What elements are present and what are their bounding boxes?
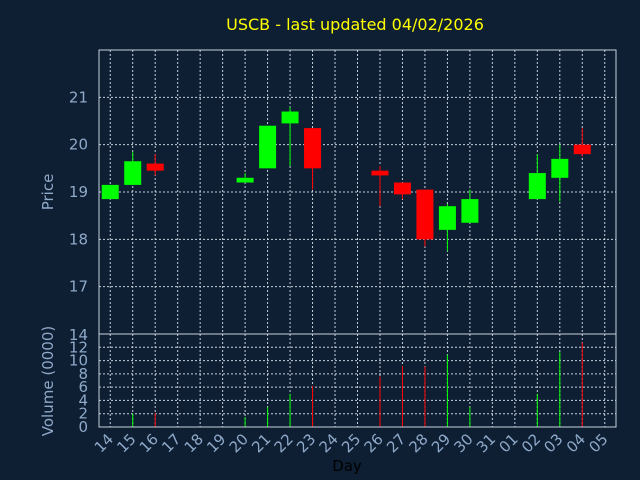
volume-bars [132,342,583,427]
volume-tick-label: 0 [78,418,88,436]
volume-tick-label: 8 [78,365,88,383]
candle-body [551,158,569,178]
volume-tick-label: 2 [78,405,88,423]
candle-body [393,182,411,195]
volume-tick-label: 6 [78,378,88,396]
candle-body [281,111,299,124]
volume-tick-label: 4 [78,391,88,409]
candle-body [573,144,591,155]
candle-body [304,128,322,169]
chart-title: USCB - last updated 04/02/2026 [226,15,484,34]
x-axis-label: Day [332,457,362,475]
price-tick-label: 18 [69,230,88,248]
volume-tick-label: 12 [69,338,88,356]
candle-body [528,173,546,200]
x-tick-label: 05 [585,430,611,456]
volume-top-tick-label: 14 [69,326,88,344]
volume-panel-frame [98,333,617,428]
candle-body [259,125,277,169]
price-tick-label: 17 [69,278,88,296]
price-candles [101,106,591,252]
volume-grid [99,334,616,428]
volume-tick-label: 10 [69,352,88,370]
volume-axis-label: Volume (0000) [39,326,57,436]
candle-body [416,189,434,240]
price-tick-label: 21 [69,88,88,106]
candle-body [236,177,254,183]
candle-body [438,206,456,230]
candle-body [371,170,389,176]
candle-body [461,199,479,223]
price-axis-label: Price [39,174,57,211]
candle-body [146,163,164,171]
price-tick-label: 19 [69,183,88,201]
candle-body [124,161,142,185]
price-tick-labels: 17 18 19 20 21 [69,88,88,295]
x-tick-labels: 1415161718192021222324252627282930310102… [91,430,612,456]
price-tick-label: 20 [69,136,88,154]
candle-body [101,184,119,200]
